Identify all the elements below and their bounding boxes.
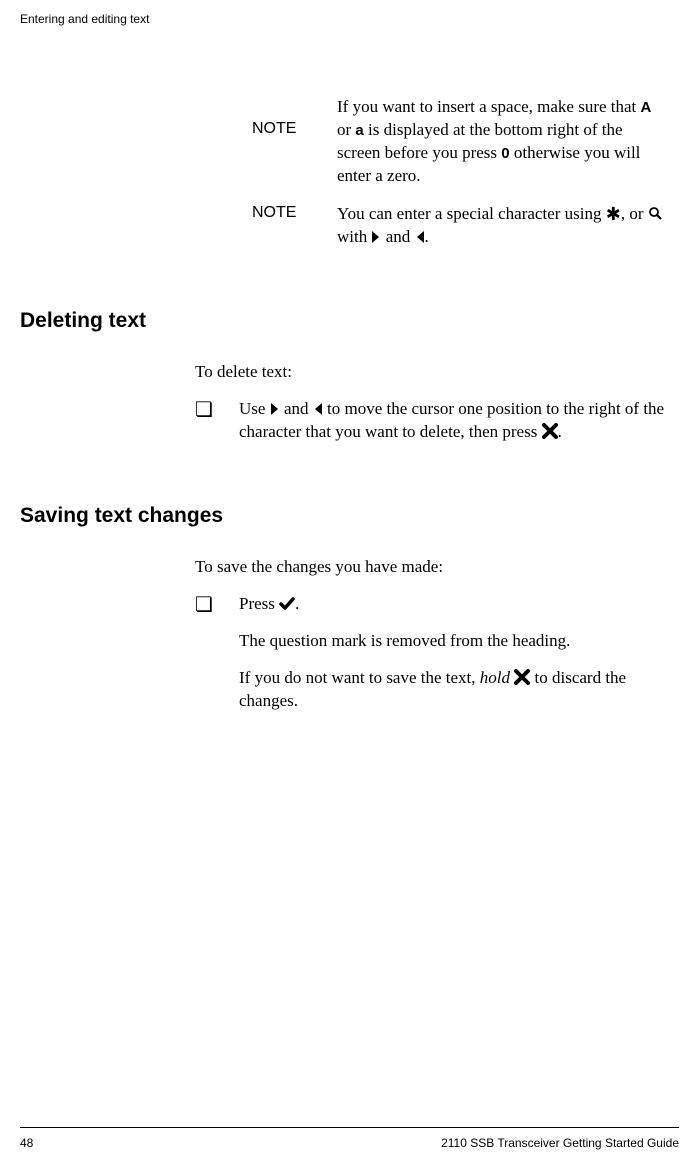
x-icon <box>514 668 530 687</box>
page-header: Entering and editing text <box>20 12 679 26</box>
deleting-intro: To delete text: <box>195 361 669 384</box>
deleting-bullet: ❏ Use and to move the cursor one positio… <box>195 398 669 444</box>
magnifier-icon <box>648 204 663 223</box>
page-number: 48 <box>20 1136 33 1150</box>
x-icon <box>542 422 558 441</box>
section-heading-saving: Saving text changes <box>20 504 679 528</box>
saving-para2: If you do not want to save the text, hol… <box>239 667 669 713</box>
note-block-2: NOTE You can enter a special character u… <box>252 202 669 249</box>
page-footer: 48 2110 SSB Transceiver Getting Started … <box>20 1127 679 1150</box>
note-label: NOTE <box>252 202 337 249</box>
saving-para1: The question mark is removed from the he… <box>239 630 669 653</box>
note-label: NOTE <box>252 96 337 188</box>
saving-intro: To save the changes you have made: <box>195 556 669 579</box>
left-arrow-icon <box>313 399 323 418</box>
right-arrow-icon <box>270 399 280 418</box>
section-heading-deleting: Deleting text <box>20 309 679 333</box>
bullet-square-icon: ❏ <box>195 593 239 616</box>
asterisk-icon: ✱ <box>606 204 621 224</box>
bullet-square-icon: ❏ <box>195 398 239 444</box>
bullet-text: Press . <box>239 593 669 616</box>
check-icon <box>279 594 295 613</box>
bullet-text: Use and to move the cursor one position … <box>239 398 669 444</box>
doc-title: 2110 SSB Transceiver Getting Started Gui… <box>441 1136 679 1150</box>
right-arrow-icon <box>371 227 381 246</box>
note-text: You can enter a special character using … <box>337 202 669 249</box>
note-text: If you want to insert a space, make sure… <box>337 96 669 188</box>
note-block-1: NOTE If you want to insert a space, make… <box>252 96 669 188</box>
left-arrow-icon <box>415 227 425 246</box>
header-title: Entering and editing text <box>20 12 149 26</box>
saving-bullet: ❏ Press . <box>195 593 669 616</box>
